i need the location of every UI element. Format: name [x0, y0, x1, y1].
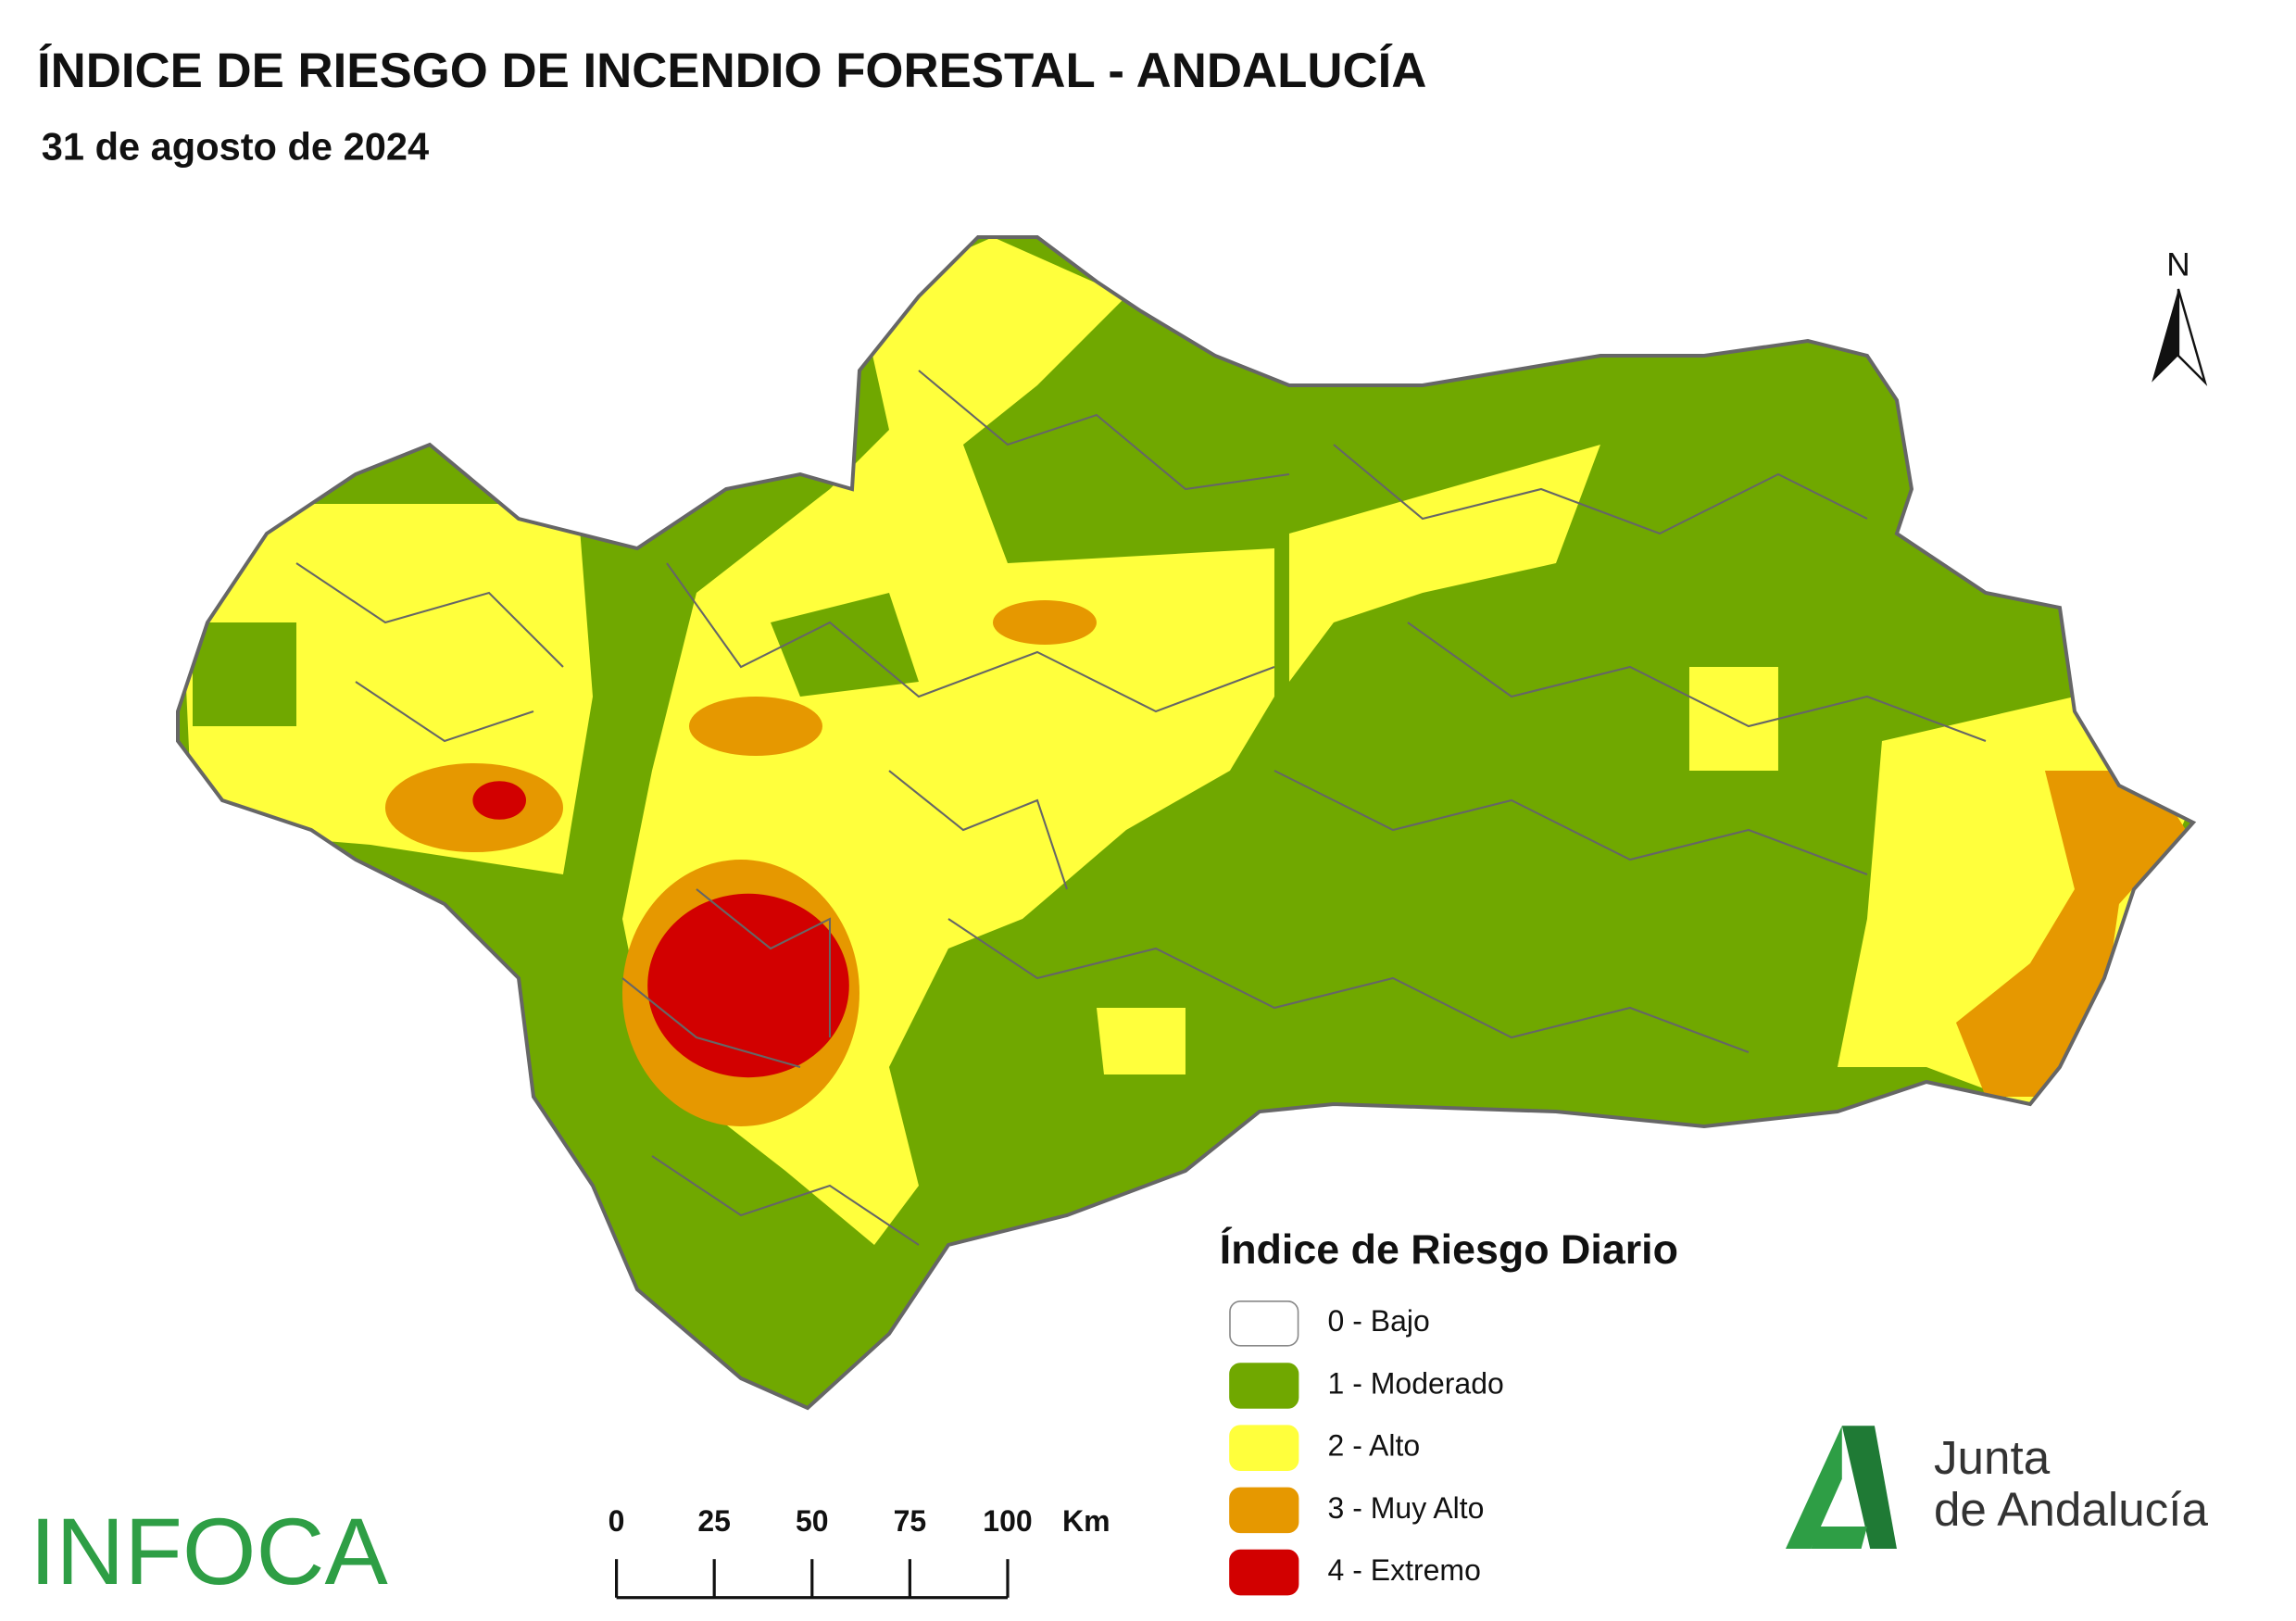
scale-bar: 0 25 50 75 100 Km: [609, 1504, 1110, 1600]
zone-moderado: [770, 593, 919, 697]
legend-label: 0 - Bajo: [1328, 1304, 1430, 1338]
zone-extremo: [647, 893, 849, 1078]
junta-logo-mark: [1785, 1426, 1897, 1549]
north-arrow: [2152, 288, 2208, 386]
legend-label: 2 - Alto: [1328, 1429, 1421, 1463]
zone-alto: [1096, 1007, 1186, 1074]
zone-moderado: [192, 622, 296, 727]
north-label: N: [2166, 246, 2189, 283]
scale-unit: Km: [1062, 1504, 1110, 1538]
infoca-logo: INFOCA: [30, 1498, 388, 1604]
zone-muy-alto: [1955, 771, 2186, 1097]
legend-swatch: [1229, 1363, 1299, 1409]
zone-alto: [1288, 445, 1600, 683]
zone-muy-alto: [992, 600, 1097, 646]
title: ÍNDICE DE RIESGO DE INCENDIO FORESTAL - …: [37, 43, 1426, 98]
legend: Índice de Riesgo Diario 0 - Bajo 1 - Mode…: [1220, 1226, 1678, 1596]
region-outline: [175, 235, 2197, 1411]
zone-muy-alto: [384, 763, 563, 852]
legend-swatch: [1229, 1487, 1299, 1534]
junta-logo-text: de Andalucía: [1934, 1483, 2209, 1536]
legend-swatch: [1229, 1425, 1299, 1471]
scale-label: 50: [796, 1504, 829, 1538]
legend-label: 1 - Moderado: [1328, 1366, 1504, 1400]
scale-label: 75: [894, 1504, 927, 1538]
legend-label: 4 - Extremo: [1328, 1553, 1481, 1587]
legend-title: Índice de Riesgo Diario: [1220, 1226, 1678, 1273]
legend-swatch: [1229, 1549, 1299, 1596]
junta-logo-text: Junta: [1934, 1431, 2051, 1484]
legend-swatch: [1229, 1300, 1299, 1347]
zone-muy-alto: [688, 697, 822, 757]
zone-extremo: [472, 781, 526, 820]
scale-label: 25: [697, 1504, 731, 1538]
scale-label: 0: [609, 1504, 625, 1538]
scale-label: 100: [983, 1504, 1032, 1538]
subtitle: 31 de agosto de 2024: [42, 125, 429, 169]
legend-label: 3 - Muy Alto: [1328, 1491, 1485, 1525]
